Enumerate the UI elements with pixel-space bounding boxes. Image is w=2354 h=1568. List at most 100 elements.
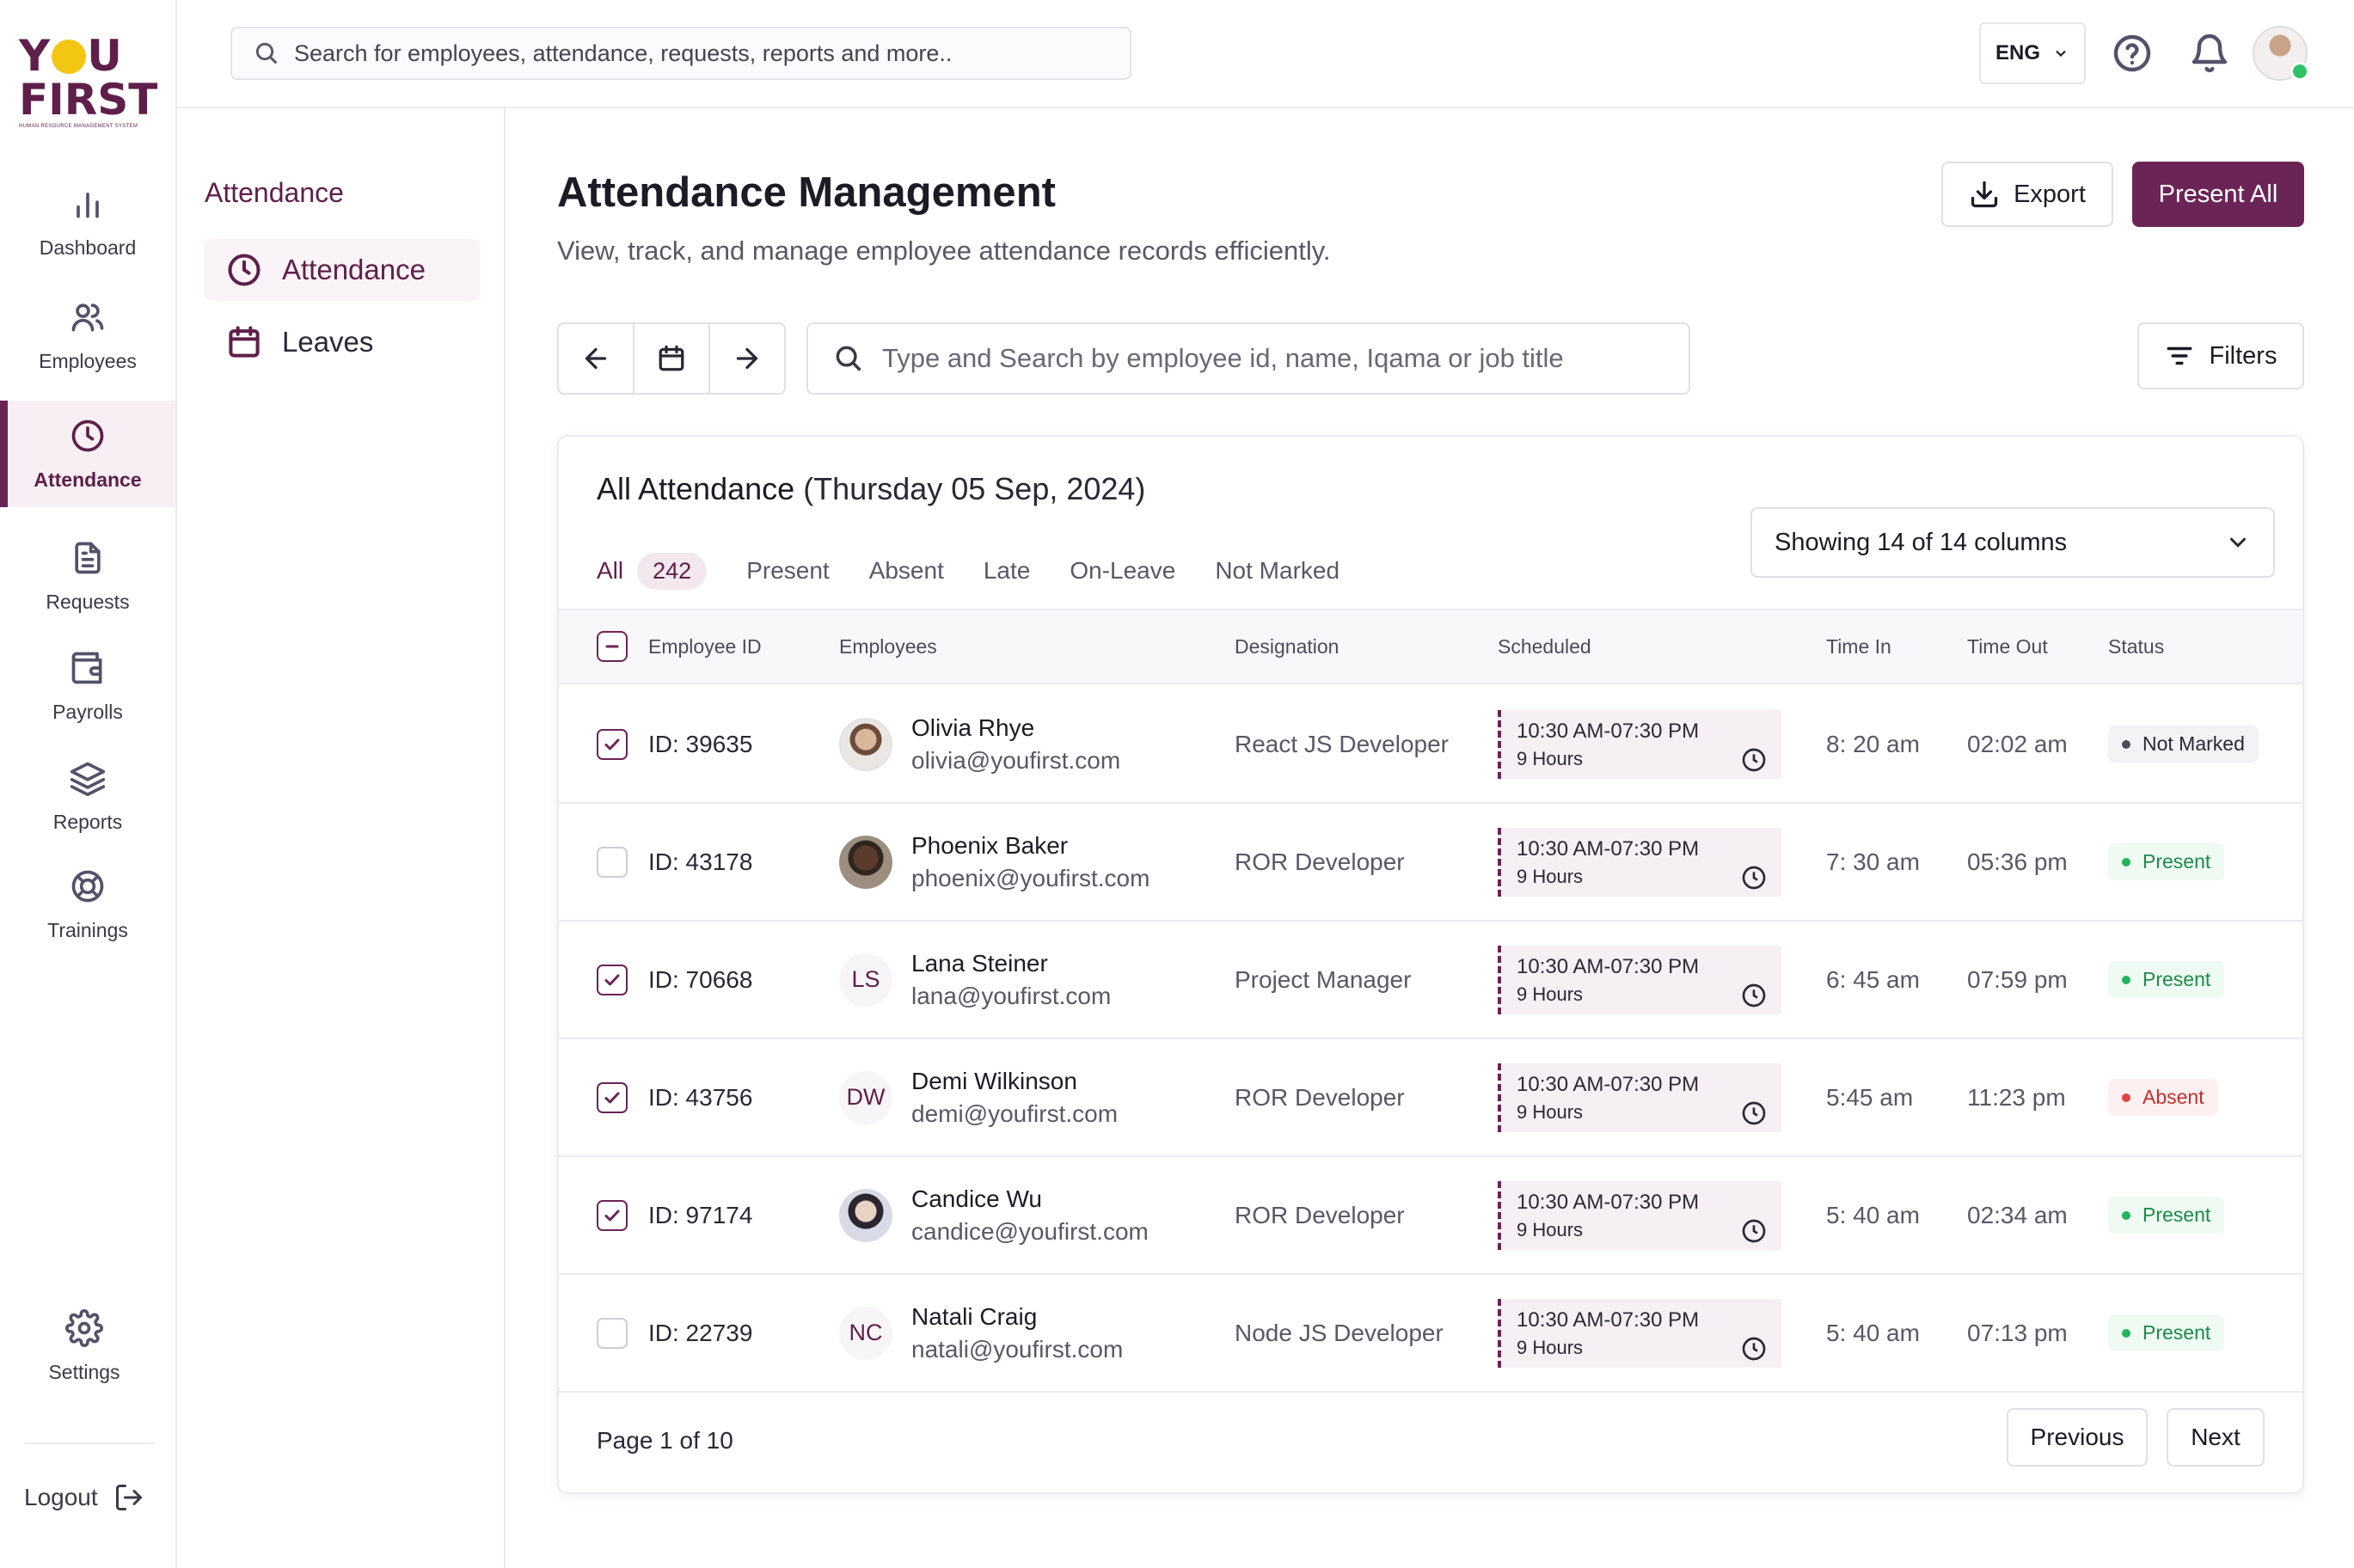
- next-day-button[interactable]: [708, 324, 784, 393]
- clock-icon: [1742, 748, 1766, 771]
- employee-email: lana@youfirst.com: [911, 982, 1112, 1009]
- rail-item-employees[interactable]: Employees: [0, 282, 175, 389]
- employee-search-input[interactable]: [882, 343, 1656, 374]
- row-checkbox[interactable]: [597, 1199, 628, 1231]
- time-in: 5: 40 am: [1826, 1201, 1920, 1228]
- status-label: Present: [2143, 850, 2211, 873]
- rail-item-reports[interactable]: Reports: [0, 743, 175, 849]
- employee-name[interactable]: Natali Craig: [911, 1302, 1038, 1330]
- tab-late[interactable]: Late: [984, 540, 1031, 602]
- table-row[interactable]: ID: 97174 Candice Wu candice@youfirst.com R…: [559, 1157, 2302, 1275]
- status-badge: Present: [2108, 961, 2225, 998]
- column-header-status[interactable]: Status: [2108, 634, 2165, 658]
- rail-item-label: Reports: [52, 810, 123, 833]
- employee-search[interactable]: [806, 322, 1690, 395]
- schedule-hours: 9 Hours: [1517, 983, 1584, 1005]
- status-dot: [2122, 857, 2130, 867]
- employee-cell: Phoenix Baker phoenix@youfirst.com: [839, 804, 1149, 920]
- employee-name[interactable]: Olivia Rhye: [911, 714, 1035, 741]
- global-search-input[interactable]: [294, 40, 1068, 67]
- column-header-scheduled[interactable]: Scheduled: [1498, 634, 1591, 658]
- logout-button[interactable]: Logout: [24, 1482, 144, 1513]
- status-dot: [2122, 1210, 2130, 1220]
- global-search[interactable]: [230, 27, 1131, 80]
- table-row[interactable]: ID: 43178 Phoenix Baker phoenix@youfirst.c…: [559, 804, 2302, 922]
- language-selector[interactable]: ENG: [1979, 22, 2086, 84]
- table-row[interactable]: ID: 70668 LS Lana Steiner lana@youfirst.com…: [559, 922, 2302, 1039]
- present-all-button[interactable]: Present All: [2132, 162, 2304, 227]
- help-button[interactable]: [2112, 33, 2153, 74]
- designation: Project Manager: [1235, 965, 1412, 993]
- page-info: Page 1 of 10: [597, 1427, 733, 1454]
- tab-not-marked[interactable]: Not Marked: [1215, 540, 1339, 602]
- time-in: 5: 40 am: [1826, 1319, 1920, 1346]
- row-checkbox[interactable]: [597, 728, 628, 760]
- rail-item-label: Requests: [46, 590, 130, 613]
- status-label: Present: [2143, 1321, 2211, 1344]
- subnav-item-attendance[interactable]: Attendance: [205, 239, 480, 301]
- row-checkbox[interactable]: [597, 964, 628, 995]
- date-picker-button[interactable]: [633, 324, 708, 393]
- schedule-hours: 9 Hours: [1517, 865, 1584, 887]
- rail-item-label: Trainings: [47, 918, 128, 941]
- rail-item-dashboard[interactable]: Dashboard: [0, 168, 175, 275]
- bar-chart-icon: [77, 192, 99, 217]
- tab-present[interactable]: Present: [746, 540, 830, 602]
- table-row[interactable]: ID: 39635 Olivia Rhye olivia@youfirst.com R…: [559, 686, 2302, 804]
- row-select-cell: [597, 1157, 628, 1273]
- schedule-chip: 10:30 AM-07:30 PM 9 Hours: [1498, 709, 1781, 779]
- rail-item-attendance[interactable]: Attendance: [0, 401, 175, 507]
- employee-name[interactable]: Candice Wu: [911, 1185, 1043, 1212]
- logo-letter-y: Y: [19, 31, 52, 81]
- employee-id: ID: 43178: [648, 848, 753, 875]
- tab-on-leave[interactable]: On-Leave: [1070, 540, 1175, 602]
- row-checkbox[interactable]: [597, 846, 628, 878]
- employee-name[interactable]: Phoenix Baker: [911, 831, 1069, 859]
- rail-item-payrolls[interactable]: Payrolls: [0, 633, 175, 739]
- select-all-checkbox[interactable]: [597, 631, 628, 662]
- rail-item-settings[interactable]: Settings: [0, 1293, 172, 1400]
- logo-tagline: HUMAN RESOURCE MANAGEMENT SYSTEM: [19, 124, 138, 129]
- row-checkbox[interactable]: [597, 1081, 628, 1113]
- previous-day-button[interactable]: [559, 324, 633, 393]
- select-all-cell: [597, 610, 628, 683]
- table-row[interactable]: ID: 22739 NC Natali Craig natali@youfirst.c…: [559, 1275, 2302, 1393]
- schedule-time: 10:30 AM-07:30 PM: [1517, 1308, 1700, 1332]
- rail-item-label: Settings: [48, 1360, 120, 1383]
- employee-name[interactable]: Demi Wilkinson: [911, 1067, 1077, 1094]
- column-header-employees[interactable]: Employees: [839, 634, 937, 658]
- users-icon: [71, 303, 104, 331]
- column-header-time-out[interactable]: Time Out: [1967, 634, 2048, 658]
- language-label: ENG: [1995, 41, 2040, 64]
- rail-item-requests[interactable]: Requests: [0, 523, 175, 629]
- next-page-button[interactable]: Next: [2167, 1408, 2265, 1467]
- column-header-designation[interactable]: Designation: [1235, 634, 1339, 658]
- tab-all[interactable]: All 242: [597, 540, 708, 612]
- tab-absent[interactable]: Absent: [869, 540, 944, 602]
- export-button[interactable]: Export: [1941, 162, 2113, 227]
- columns-select[interactable]: Showing 14 of 14 columns: [1750, 507, 2275, 578]
- row-checkbox[interactable]: [597, 1317, 628, 1349]
- status-badge: Not Marked: [2108, 726, 2259, 763]
- table-row[interactable]: ID: 43756 DW Demi Wilkinson demi@youfirst.c…: [559, 1039, 2302, 1157]
- rail-item-trainings[interactable]: Trainings: [0, 851, 175, 958]
- schedule-time: 10:30 AM-07:30 PM: [1517, 1072, 1700, 1096]
- subnav-item-leaves[interactable]: Leaves: [205, 311, 480, 373]
- notifications-button[interactable]: [2189, 33, 2230, 74]
- employee-name[interactable]: Lana Steiner: [911, 949, 1048, 977]
- schedule-chip: 10:30 AM-07:30 PM 9 Hours: [1498, 1180, 1781, 1250]
- logout-label: Logout: [24, 1484, 98, 1510]
- employee-avatar: LS: [839, 952, 892, 1007]
- column-header-employee-id[interactable]: Employee ID: [648, 634, 762, 658]
- employee-cell: NC Natali Craig natali@youfirst.com: [839, 1275, 1123, 1391]
- filters-button[interactable]: Filters: [2137, 322, 2304, 389]
- employee-avatar: [839, 1188, 892, 1242]
- column-header-time-in[interactable]: Time In: [1826, 634, 1891, 658]
- employee-cell: LS Lana Steiner lana@youfirst.com: [839, 922, 1111, 1038]
- user-avatar[interactable]: [2253, 26, 2309, 81]
- previous-page-button[interactable]: Previous: [2007, 1408, 2148, 1467]
- employee-cell: Olivia Rhye olivia@youfirst.com: [839, 686, 1120, 802]
- schedule-cell: 10:30 AM-07:30 PM 9 Hours: [1498, 686, 1781, 802]
- rail-item-label: Attendance: [34, 468, 142, 491]
